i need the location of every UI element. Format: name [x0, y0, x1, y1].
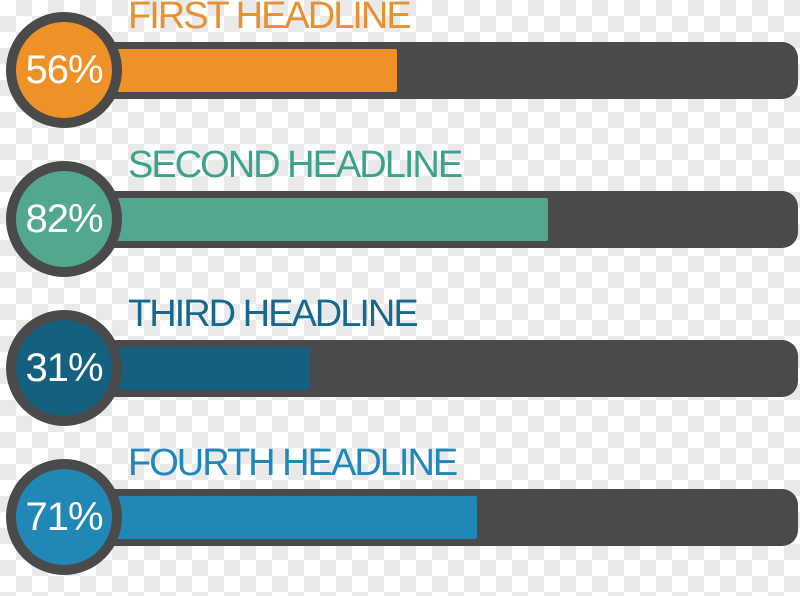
bar-track: [70, 340, 798, 397]
progress-row-third: THIRD HEADLINE 31%: [0, 293, 800, 447]
row-headline: FOURTH HEADLINE: [128, 442, 458, 484]
bar-track: [70, 489, 798, 546]
percent-label: 71%: [25, 495, 103, 539]
percent-circle: 71%: [6, 459, 122, 575]
progress-row-first: FIRST HEADLINE 56%: [0, 0, 800, 149]
row-headline: SECOND HEADLINE: [128, 144, 463, 186]
infographic-canvas: FIRST HEADLINE 56% SECOND HEADLINE 82% T…: [0, 0, 800, 575]
bar-fill: [70, 49, 397, 92]
bar-track: [70, 42, 798, 99]
percent-label: 82%: [25, 197, 103, 241]
row-headline: THIRD HEADLINE: [128, 293, 419, 335]
percent-circle: 82%: [6, 161, 122, 277]
bar-fill: [70, 496, 477, 539]
percent-circle: 56%: [6, 12, 122, 128]
percent-label: 56%: [25, 48, 103, 92]
progress-row-fourth: FOURTH HEADLINE 71%: [0, 442, 800, 596]
percent-circle: 31%: [6, 310, 122, 426]
bar-fill: [70, 198, 548, 241]
bar-track: [70, 191, 798, 248]
row-headline: FIRST HEADLINE: [128, 0, 412, 37]
percent-label: 31%: [25, 346, 103, 390]
progress-row-second: SECOND HEADLINE 82%: [0, 144, 800, 298]
